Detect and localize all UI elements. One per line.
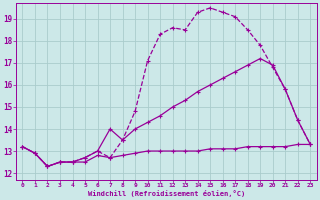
X-axis label: Windchill (Refroidissement éolien,°C): Windchill (Refroidissement éolien,°C) [88,190,245,197]
